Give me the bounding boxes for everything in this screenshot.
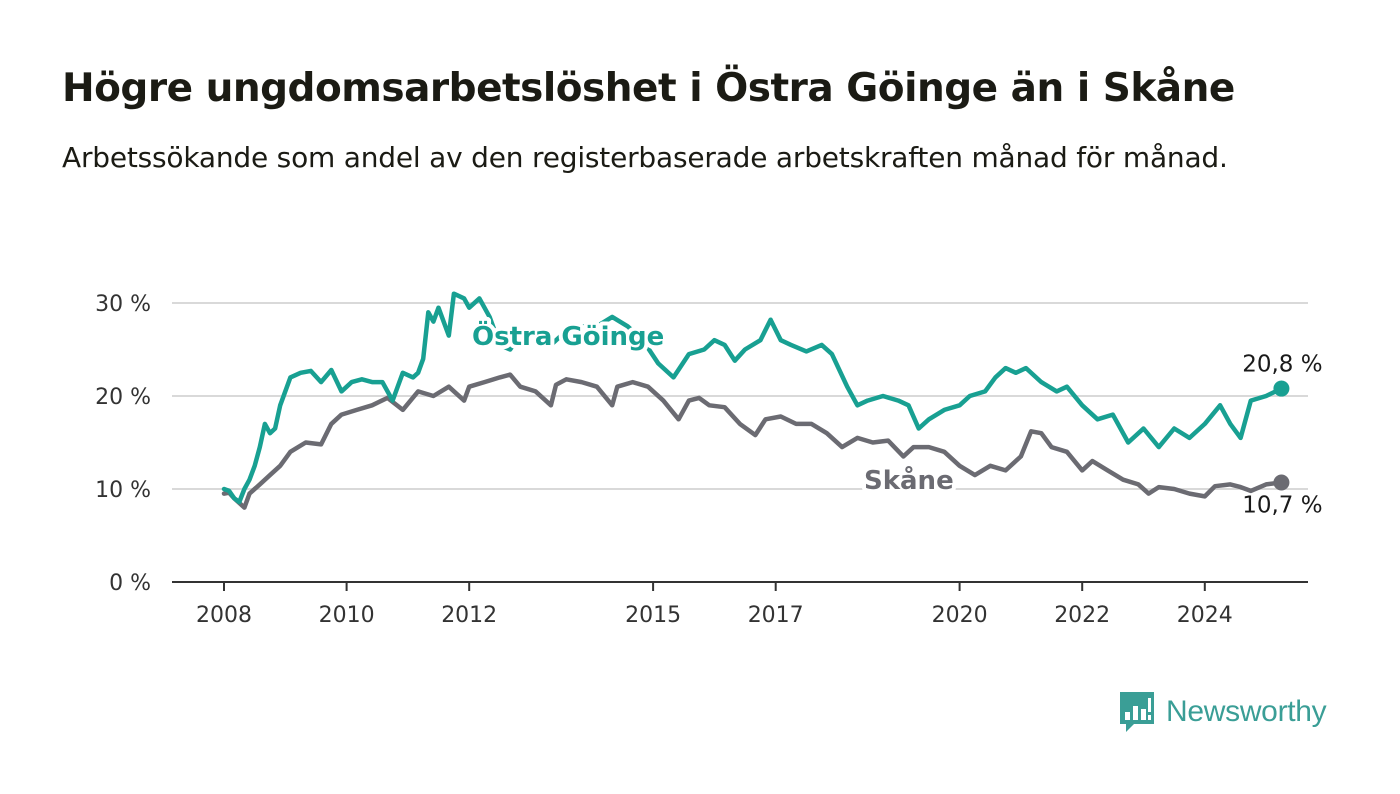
chart-subtitle: Arbetssökande som andel av den registerb… — [62, 141, 1228, 174]
series-line-ostra-goinge-end-dot — [1273, 380, 1290, 397]
series-label-skane-halo: Skåne — [864, 464, 954, 496]
chart-title: Högre ungdomsarbetslöshet i Östra Göinge… — [62, 66, 1235, 111]
gridlines — [172, 302, 1308, 583]
x-tick-label: 2012 — [441, 603, 497, 628]
x-tick-label: 2008 — [196, 603, 252, 628]
series-lines — [221, 291, 1290, 510]
brand-name: Newsworthy — [1166, 695, 1327, 728]
newsworthy-brand[interactable]: Newsworthy — [1118, 688, 1327, 736]
end-value-label-ostra-goinge: 20,8 % — [1242, 352, 1322, 378]
y-tick-label: 10 % — [95, 478, 151, 503]
bar-chart-speech-bubble-icon — [1120, 692, 1154, 732]
series-line-skane-end-dot — [1273, 474, 1290, 491]
x-tick-label: 2010 — [319, 603, 375, 628]
y-tick-label: 0 % — [109, 571, 151, 596]
series-line-ostra-goinge — [221, 291, 1284, 505]
x-tick-label: 2022 — [1054, 603, 1110, 628]
y-axis-labels: 0 % 10 % 20 % 30 % — [95, 292, 151, 596]
series-line-skane — [221, 372, 1284, 510]
y-tick-label: 20 % — [95, 385, 151, 410]
x-tick-label: 2020 — [932, 603, 988, 628]
x-axis-labels: 2008 2010 2012 2015 2017 2020 2022 2024 — [196, 582, 1233, 628]
series-label-skane: Skåne — [864, 464, 954, 496]
end-value-label-skane: 10,7 % — [1242, 492, 1322, 518]
series-label-ostra-goinge: Östra Göinge — [472, 319, 664, 352]
y-tick-label: 30 % — [95, 292, 151, 317]
series-label-ostra-goinge-halo: Östra Göinge — [472, 319, 664, 352]
x-tick-label: 2015 — [625, 603, 681, 628]
x-tick-label: 2017 — [748, 603, 804, 628]
x-tick-label: 2024 — [1177, 603, 1233, 628]
